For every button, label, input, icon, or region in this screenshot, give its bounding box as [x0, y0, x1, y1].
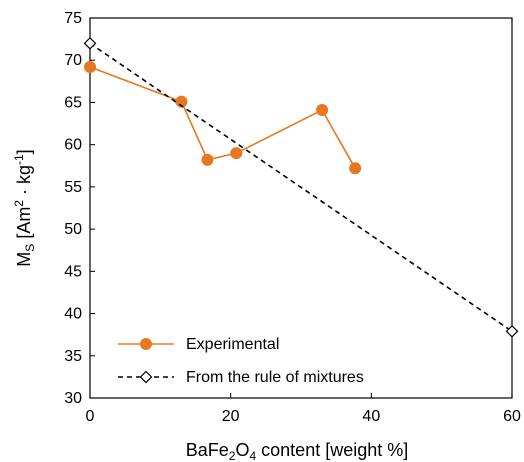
- legend-label: Experimental: [186, 336, 279, 353]
- y-tick-label: 50: [64, 221, 82, 238]
- legend-label: From the rule of mixtures: [186, 369, 364, 386]
- x-axis-title-rest: content [weight %]: [256, 440, 408, 460]
- y-axis-title-sup2: -1: [12, 154, 26, 165]
- y-tick-label: 65: [64, 94, 82, 111]
- legend-marker: [139, 370, 153, 384]
- series-line: [89, 66, 356, 169]
- series-layer: [83, 36, 519, 338]
- data-point: [316, 104, 329, 117]
- y-tick-label: 55: [64, 179, 82, 196]
- y-tick-label: 60: [64, 137, 82, 154]
- data-point: [505, 324, 519, 338]
- data-point: [201, 153, 214, 166]
- series-1: [83, 36, 519, 338]
- y-tick-label: 35: [64, 348, 82, 365]
- x-tick-label: 0: [86, 408, 95, 425]
- axes-layer: 30 35 40 45 50 55 60 65 70 75 0 20 40 60: [64, 10, 521, 425]
- y-axis-title-sup1: 2: [12, 200, 26, 207]
- data-point: [230, 147, 243, 160]
- series-0: [84, 60, 362, 175]
- y-tick-label: 70: [64, 52, 82, 69]
- x-axis-title-sub2: 4: [249, 449, 256, 462]
- y-tick-label: 30: [64, 390, 82, 407]
- data-point: [349, 162, 362, 175]
- legend: Experimental From the rule of mixtures: [118, 336, 364, 386]
- x-axis-title-sub1: 2: [229, 449, 236, 462]
- y-axis-title-base: M: [14, 252, 34, 267]
- y-axis-title-rest3: ]: [14, 149, 34, 154]
- series-line: [89, 42, 513, 332]
- y-axis-title-rest1: [Am: [14, 207, 34, 244]
- x-axis-title-base: BaFe: [186, 440, 229, 460]
- x-tick-label: 40: [362, 408, 380, 425]
- x-tick-label: 20: [222, 408, 240, 425]
- data-point: [83, 36, 97, 50]
- plot-frame: [89, 17, 513, 399]
- y-tick-label: 45: [64, 263, 82, 280]
- legend-marker: [140, 338, 152, 350]
- y-tick-label: 75: [64, 10, 82, 27]
- legend-entry: Experimental: [118, 336, 279, 353]
- x-axis-title: BaFe2O4 content [weight %]: [186, 440, 409, 462]
- data-point: [84, 60, 96, 73]
- y-axis-title-rest2: · kg: [14, 165, 34, 200]
- y-tick-label: 40: [64, 306, 82, 323]
- y-axis-title-sub: S: [23, 244, 37, 252]
- x-axis-title-mid: O: [235, 440, 249, 460]
- legend-entry: From the rule of mixtures: [118, 369, 364, 386]
- x-tick-label: 60: [503, 408, 521, 425]
- y-axis-title: MS [Am2 · kg-1]: [12, 149, 37, 266]
